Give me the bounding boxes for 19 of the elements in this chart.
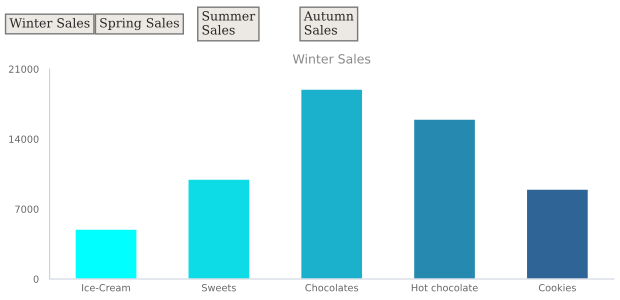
bar: [412, 118, 476, 279]
bar: [300, 88, 364, 279]
x-tick-label: Ice-Cream: [82, 284, 130, 292]
x-tick-label: Chocolates: [305, 284, 358, 292]
bar: [74, 228, 138, 279]
x-tick-label: Sweets: [202, 284, 236, 292]
x-tick-label: Hot chocolate: [412, 284, 478, 292]
chart-title: Winter Sales: [292, 54, 370, 64]
y-tick-label: 21000: [8, 65, 39, 73]
text: Summer Sales: [202, 11, 256, 35]
y-tick-label: 0: [34, 275, 39, 283]
text: Spring Sales: [100, 18, 179, 30]
y-tick-label: 14000: [9, 135, 39, 143]
text: Winter Sales: [9, 18, 90, 28]
x-tick-label: Cookies: [538, 284, 576, 292]
y-tick-label: 7000: [15, 205, 39, 213]
bar: [187, 178, 251, 279]
text: Autumn Sales: [304, 11, 354, 35]
bar: [526, 188, 590, 279]
